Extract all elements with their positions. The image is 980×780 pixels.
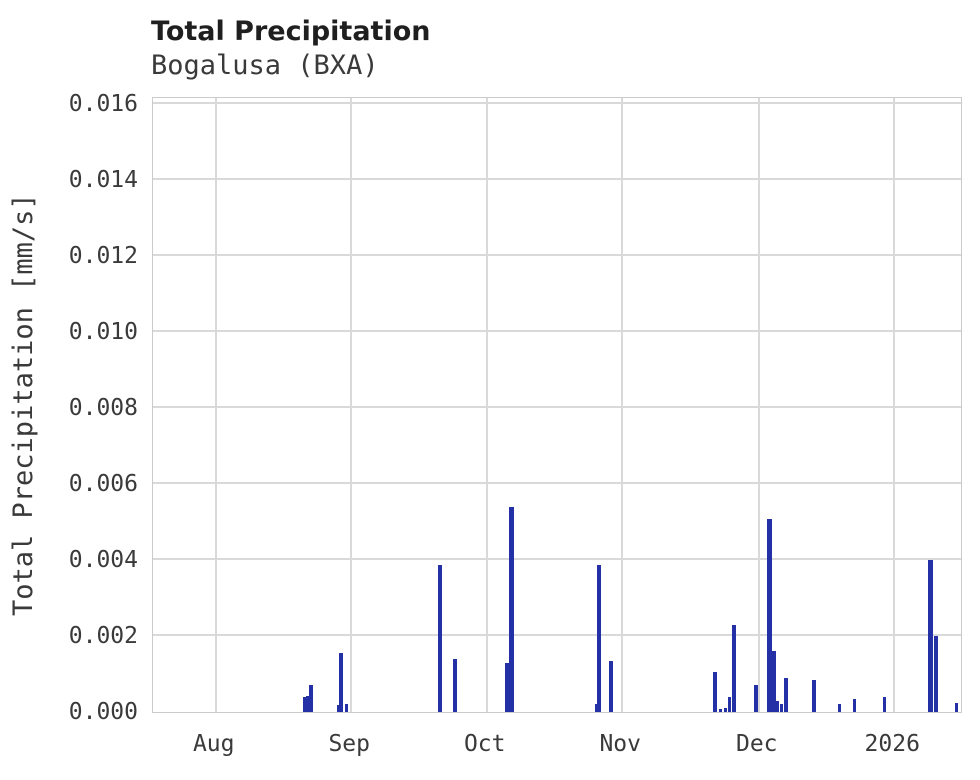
- precip-bar: [927, 560, 933, 712]
- precip-bar: [954, 702, 958, 712]
- y-tick-label: 0.012: [68, 243, 138, 269]
- chart-subtitle: Bogalusa (BXA): [151, 50, 379, 81]
- precip-bar: [882, 696, 886, 712]
- horizontal-gridline: [153, 406, 961, 408]
- x-tick-label: Dec: [735, 731, 778, 757]
- horizontal-gridline: [153, 330, 961, 332]
- precip-bar: [336, 705, 340, 712]
- precip-bar: [712, 672, 717, 712]
- precip-bar: [780, 704, 784, 712]
- precip-bar: [852, 698, 856, 712]
- precip-bar: [753, 685, 758, 712]
- vertical-gridline: [757, 98, 760, 712]
- plot-area: [152, 97, 962, 713]
- precip-bar: [597, 564, 602, 712]
- precip-bar: [837, 704, 841, 712]
- vertical-gridline: [485, 98, 488, 712]
- precip-bar: [934, 636, 939, 712]
- horizontal-gridline: [153, 254, 961, 256]
- precip-bar: [452, 658, 457, 712]
- precip-bar: [731, 624, 736, 712]
- y-tick-label: 0.002: [68, 623, 138, 649]
- vertical-gridline: [214, 98, 217, 712]
- x-axis-ticks: Aug Sep Oct Nov Dec 2026: [152, 731, 962, 763]
- precip-bar: [437, 564, 442, 712]
- precip-bar: [508, 506, 514, 712]
- precip-bar: [811, 679, 816, 712]
- x-tick-label: Aug: [192, 731, 235, 757]
- x-tick-label: Oct: [463, 731, 506, 757]
- chart-title: Total Precipitation: [151, 16, 431, 47]
- precip-bar: [505, 662, 510, 712]
- horizontal-gridline: [153, 634, 961, 636]
- precip-bar: [302, 696, 306, 712]
- y-axis-ticks: 0.000 0.002 0.004 0.006 0.008 0.010 0.012 0.014…: [0, 91, 138, 725]
- y-tick-label: 0.000: [68, 699, 138, 725]
- y-tick-label: 0.016: [68, 91, 138, 117]
- precip-bar: [776, 700, 780, 712]
- horizontal-gridline: [153, 558, 961, 560]
- precip-bar: [771, 651, 776, 712]
- x-tick-label: Nov: [599, 731, 641, 757]
- vertical-gridline: [621, 98, 624, 712]
- y-tick-label: 0.008: [68, 395, 138, 421]
- x-tick-label: 2026: [864, 731, 920, 757]
- y-tick-label: 0.004: [68, 547, 138, 573]
- precip-bar: [719, 708, 723, 712]
- precip-bar: [783, 677, 788, 712]
- vertical-gridline: [893, 98, 896, 712]
- precip-bar: [609, 660, 614, 712]
- precip-bar: [309, 685, 314, 712]
- precip-bar: [594, 704, 598, 712]
- precip-bar: [344, 704, 348, 712]
- y-tick-label: 0.010: [68, 319, 138, 345]
- precip-bar: [339, 653, 344, 712]
- precip-bar: [728, 696, 732, 712]
- y-tick-label: 0.014: [68, 167, 138, 193]
- vertical-gridline: [350, 98, 353, 712]
- y-tick-label: 0.006: [68, 471, 138, 497]
- precip-bar: [767, 518, 773, 712]
- precip-bar: [724, 708, 728, 712]
- x-tick-label: Sep: [328, 731, 370, 757]
- horizontal-gridline: [153, 482, 961, 484]
- precip-bar: [305, 696, 309, 712]
- horizontal-gridline: [153, 102, 961, 104]
- horizontal-gridline: [153, 178, 961, 180]
